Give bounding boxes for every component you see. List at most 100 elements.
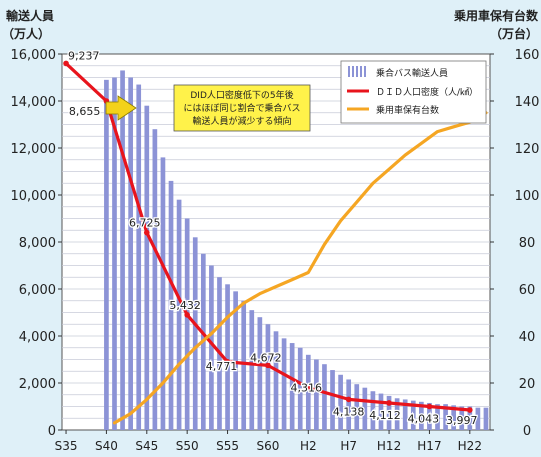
- bar: [265, 324, 271, 430]
- bar: [435, 404, 440, 430]
- bar: [305, 354, 311, 430]
- bar: [136, 84, 142, 431]
- right-tick-label: 20: [519, 377, 536, 392]
- x-tick-label: H7: [340, 439, 357, 453]
- x-tick-label: S50: [176, 439, 199, 453]
- bar: [241, 300, 247, 430]
- legend: 乗合バス輸送人員 ＤＩＤ人口密度（人/㎢） 乗用車保有台数: [340, 60, 487, 124]
- car-ownership-line: [112, 111, 488, 425]
- bar: [104, 79, 109, 430]
- legend-swatch-bars: [348, 66, 366, 77]
- left-axis-unit: （万人）: [2, 26, 50, 41]
- x-tick-label: S40: [95, 439, 118, 453]
- legend-label-cars: 乗用車保有台数: [376, 104, 439, 116]
- x-tick-label: H17: [417, 439, 441, 453]
- density-data-label: 5,432: [169, 299, 201, 312]
- right-axis-title: 乗用車保有台数: [454, 8, 539, 23]
- density-point: [386, 400, 392, 406]
- bar: [427, 402, 432, 430]
- bar: [249, 310, 255, 430]
- left-tick-label: 12,000: [11, 142, 57, 157]
- bar: [192, 237, 198, 430]
- density-data-label: 4,138: [333, 405, 365, 418]
- legend-label-density: ＤＩＤ人口密度（人/㎢）: [376, 86, 478, 98]
- bar: [257, 317, 263, 430]
- right-tick-label: 0: [523, 424, 531, 439]
- bar: [273, 331, 279, 430]
- x-tick-label: S55: [216, 439, 239, 453]
- right-tick-label: 80: [519, 236, 536, 251]
- callout-line-2: にはほぼ同じ割合で乗合バス: [183, 102, 300, 114]
- bar: [467, 406, 473, 430]
- bar: [209, 265, 214, 430]
- left-axis-title: 輸送人員: [6, 8, 54, 23]
- callout-arrow-icon: [105, 95, 137, 121]
- bar: [338, 374, 343, 430]
- bar: [451, 405, 457, 430]
- density-data-label: 4,112: [369, 409, 401, 422]
- bar: [330, 370, 335, 430]
- density-data-label: 4,043: [408, 413, 440, 426]
- bar: [354, 384, 360, 430]
- right-tick-label: 100: [515, 189, 540, 204]
- density-point: [345, 396, 352, 403]
- density-data-label: 8,655: [69, 105, 101, 118]
- callout-line-1: DID人口密度低下の5年後: [190, 89, 293, 101]
- bar: [297, 347, 303, 430]
- right-tick-label: 60: [519, 283, 536, 298]
- x-tick-label: H22: [458, 439, 482, 453]
- bar: [402, 399, 408, 430]
- bar: [176, 199, 182, 430]
- left-tick-label: 2,000: [19, 377, 56, 392]
- density-data-label: 4,316: [291, 382, 323, 395]
- bar: [386, 395, 392, 430]
- x-tick-label: H2: [300, 439, 317, 453]
- right-tick-label: 40: [519, 330, 536, 345]
- bar: [120, 70, 125, 430]
- bar: [184, 218, 190, 430]
- right-tick-label: 120: [515, 142, 540, 157]
- left-tick-label: 8,000: [19, 236, 56, 251]
- density-data-label: 3,997: [446, 414, 478, 427]
- left-tick-label: 14,000: [11, 95, 57, 110]
- bar: [475, 407, 481, 430]
- callout-line-3: 輸送人員が減少する傾向: [192, 115, 291, 127]
- legend-label-bus: 乗合バス輸送人員: [376, 67, 448, 79]
- x-tick-label: S45: [135, 439, 158, 453]
- x-tick-label: H12: [377, 439, 401, 453]
- bar: [314, 359, 319, 430]
- callout: DID人口密度低下の5年後 にはほぼ同じ割合で乗合バス 輸送人員が減少する傾向: [105, 84, 311, 132]
- bar: [370, 391, 376, 430]
- right-axis-unit: （万台）: [490, 26, 538, 41]
- density-point: [184, 312, 190, 318]
- callout-box: [173, 84, 311, 132]
- density-point: [467, 407, 473, 413]
- bar: [346, 379, 352, 430]
- density-point: [143, 229, 150, 236]
- left-tick-label: 0: [48, 424, 56, 439]
- density-data-label: 9,237: [68, 49, 100, 62]
- left-tick-label: 10,000: [11, 189, 57, 204]
- bar: [378, 393, 384, 430]
- bar: [128, 77, 133, 430]
- x-tick-label: S35: [55, 439, 78, 453]
- density-point: [305, 384, 312, 391]
- right-tick-label: 160: [515, 48, 540, 63]
- x-tick-label: S60: [256, 439, 279, 453]
- density-point: [224, 359, 231, 365]
- density-point: [426, 403, 433, 410]
- bar: [410, 400, 416, 430]
- density-data-label: 4,672: [250, 351, 282, 364]
- right-tick-label: 140: [515, 95, 540, 110]
- bar: [289, 343, 295, 430]
- left-tick-label: 6,000: [19, 283, 56, 298]
- bar: [459, 406, 465, 430]
- bar: [322, 364, 327, 430]
- bar: [281, 338, 287, 430]
- axes: 0 2,000 4,000 6,000 8,000 10,000 12,000 14,000 1…: [11, 48, 540, 453]
- gridlines: [62, 65, 490, 419]
- left-tick-label: 4,000: [19, 330, 56, 345]
- density-point: [265, 362, 271, 369]
- density-point: [63, 60, 69, 67]
